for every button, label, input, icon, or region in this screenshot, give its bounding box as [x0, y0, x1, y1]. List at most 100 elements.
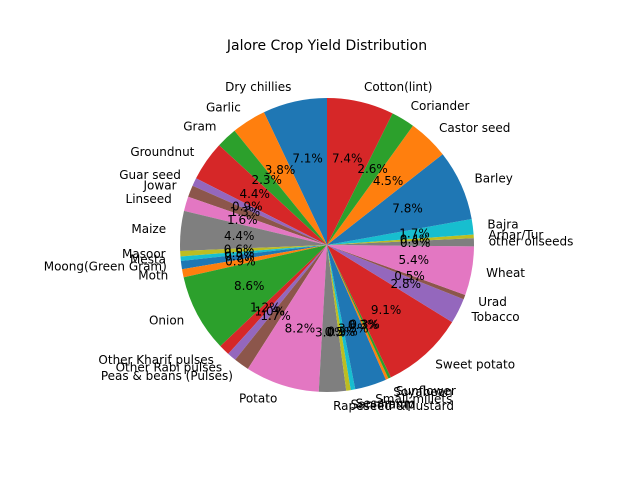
pie-slice-cotton-lint — [327, 98, 393, 245]
pie-slice-sunflower — [327, 245, 391, 379]
slice-percent-masoor: 0.6% — [224, 243, 255, 257]
slice-label-rapeseed-mustard: Rapeseed &Mustard — [333, 399, 454, 413]
pie-slice-groundnut — [196, 145, 327, 245]
slice-label-cotton-lint: Cotton(lint) — [364, 80, 432, 94]
pie-slice-gram — [219, 130, 327, 245]
pie-slice-small-millets — [327, 245, 386, 390]
slice-percent-other-kharif-pulses: 1.2% — [250, 301, 281, 315]
slice-label-garlic: Garlic — [206, 101, 241, 115]
slice-label-sunflower: Sunflower — [396, 384, 456, 398]
slice-percent-gram: 2.3% — [251, 173, 282, 187]
slice-label-maize: Maize — [131, 222, 166, 236]
slice-label-urad: Urad — [478, 295, 507, 309]
pie-slice-moth — [182, 245, 327, 278]
pie-slice-castor-seed — [327, 125, 443, 245]
slice-label-sannhamp: Sannhamp — [351, 398, 415, 412]
slice-label-wheat: Wheat — [486, 266, 525, 280]
slice-percent-castor-seed: 4.5% — [373, 174, 404, 188]
slice-percent-other-oilseeds: 0.9% — [400, 236, 431, 250]
slice-percent-urad: 0.5% — [394, 269, 425, 283]
slice-percent-onion: 8.6% — [234, 279, 265, 293]
slice-percent-wheat: 5.4% — [399, 253, 430, 267]
slice-percent-rapeseed-mustard: 3.0% — [315, 326, 346, 340]
slice-percent-cotton-lint: 7.4% — [332, 152, 363, 166]
slice-label-gram: Gram — [183, 120, 216, 134]
slice-label-coriander: Coriander — [411, 99, 470, 113]
slice-label-other-kharif-pulses: Other Kharif pulses — [98, 353, 213, 367]
slice-label-jowar: Jowar — [143, 178, 177, 192]
pie-slice-onion — [183, 245, 327, 347]
pie-slice-linseed — [184, 196, 327, 245]
slice-label-bajra: Bajra — [487, 217, 518, 231]
slice-label-barley: Barley — [475, 171, 513, 185]
slice-percent-sannhamp: 0.5% — [325, 325, 356, 339]
slice-percent-bajra: 1.7% — [399, 227, 430, 241]
chart-title: Jalore Crop Yield Distribution — [226, 38, 427, 54]
slice-percent-jowar: 1.3% — [230, 205, 261, 219]
pie-slice-sesamum — [327, 245, 356, 391]
pie-slice-other-rabi-pulses — [228, 245, 327, 360]
pie-slice-soyabean — [327, 245, 389, 380]
slice-percent-coriander: 2.6% — [357, 162, 388, 176]
slice-label-peas-beans-pulses: Peas & beans (Pulses) — [101, 369, 233, 383]
pie-slice-maize — [179, 210, 327, 251]
pie-slice-sannhamp — [327, 245, 351, 391]
pie-slice-other-oilseeds — [327, 238, 474, 247]
slice-label-tobacco: Tobacco — [471, 310, 520, 324]
slice-percent-groundnut: 4.4% — [239, 187, 270, 201]
slice-label-soyabean: Soyabean — [393, 385, 452, 399]
slice-label-groundnut: Groundnut — [130, 145, 194, 159]
slice-label-dry-chillies: Dry chillies — [225, 80, 291, 94]
slice-label-other-oilseeds: other oilseeds — [489, 235, 574, 249]
slice-percent-labels: 7.1%3.8%2.3%4.4%0.9%1.3%1.6%4.4%0.6%0.5%… — [224, 152, 431, 340]
pie-slices — [179, 98, 474, 393]
slice-percent-other-rabi-pulses: 1.0% — [255, 305, 286, 319]
slice-percent-guar-seed: 0.9% — [232, 200, 263, 214]
pie-slice-guar-seed — [192, 178, 327, 245]
slice-label-sesamum: Sesamum — [356, 397, 416, 411]
pie-slice-other-kharif-pulses — [220, 245, 327, 354]
pie-slice-masoor — [180, 245, 327, 257]
slice-percent-arhar-tur: 0.4% — [400, 232, 431, 246]
slice-percent-garlic: 3.8% — [265, 163, 296, 177]
slice-label-moth: Moth — [138, 269, 168, 283]
slice-label-potato: Potato — [239, 391, 277, 405]
slice-percent-tobacco: 2.8% — [391, 277, 422, 291]
pie-slice-jowar — [188, 185, 327, 245]
slice-label-moong-green-gram: Moong(Green Gram) — [44, 260, 167, 274]
slice-percent-peas-beans-pulses: 1.7% — [260, 309, 291, 323]
slice-label-linseed: Linseed — [126, 192, 172, 206]
pie-slice-potato — [247, 245, 327, 392]
slice-percent-linseed: 1.6% — [227, 213, 258, 227]
slice-percent-small-millets: 3.5% — [338, 322, 369, 336]
pie-slice-coriander — [327, 113, 413, 245]
slice-percent-mesta: 0.5% — [224, 246, 255, 260]
pie-slice-moong-green-gram — [180, 245, 327, 270]
slice-percent-barley: 7.8% — [392, 201, 423, 215]
pie-slice-arhar-tur — [327, 234, 474, 245]
slice-label-guar-seed: Guar seed — [119, 168, 181, 182]
slice-percent-soyabean: 0.3% — [348, 318, 379, 332]
pie-slice-garlic — [234, 112, 327, 245]
slice-percent-moth: 0.9% — [225, 255, 256, 269]
slice-percent-sunflower: 0.3% — [349, 317, 380, 331]
pie-slice-rapeseed-mustard — [318, 245, 347, 393]
pie-slice-wheat — [327, 245, 474, 295]
slice-label-sweet-potato: Sweet potato — [435, 358, 515, 372]
pie-slice-dry-chillies — [263, 98, 327, 245]
slice-label-small-millets: Small millets — [375, 392, 452, 406]
slice-label-castor-seed: Castor seed — [439, 121, 510, 135]
slice-percent-maize: 4.4% — [224, 229, 255, 243]
slice-percent-sweet-potato: 9.1% — [371, 303, 402, 317]
pie-slice-bajra — [327, 218, 474, 245]
slice-percent-sesamum: 0.5% — [327, 324, 358, 338]
pie-slice-urad — [327, 245, 466, 300]
pie-slice-tobacco — [327, 245, 464, 323]
slice-label-mesta: Mesta — [130, 253, 166, 267]
slice-label-arhar-tur: Arhar/Tur — [488, 228, 543, 242]
slice-label-other-rabi-pulses: Other Rabi pulses — [116, 361, 223, 375]
slice-labels: Dry chillies Garlic Gram Groundnut Guar seed… — [44, 80, 574, 413]
pie-slice-sweet-potato — [327, 245, 453, 378]
slice-percent-potato: 8.2% — [285, 321, 316, 335]
